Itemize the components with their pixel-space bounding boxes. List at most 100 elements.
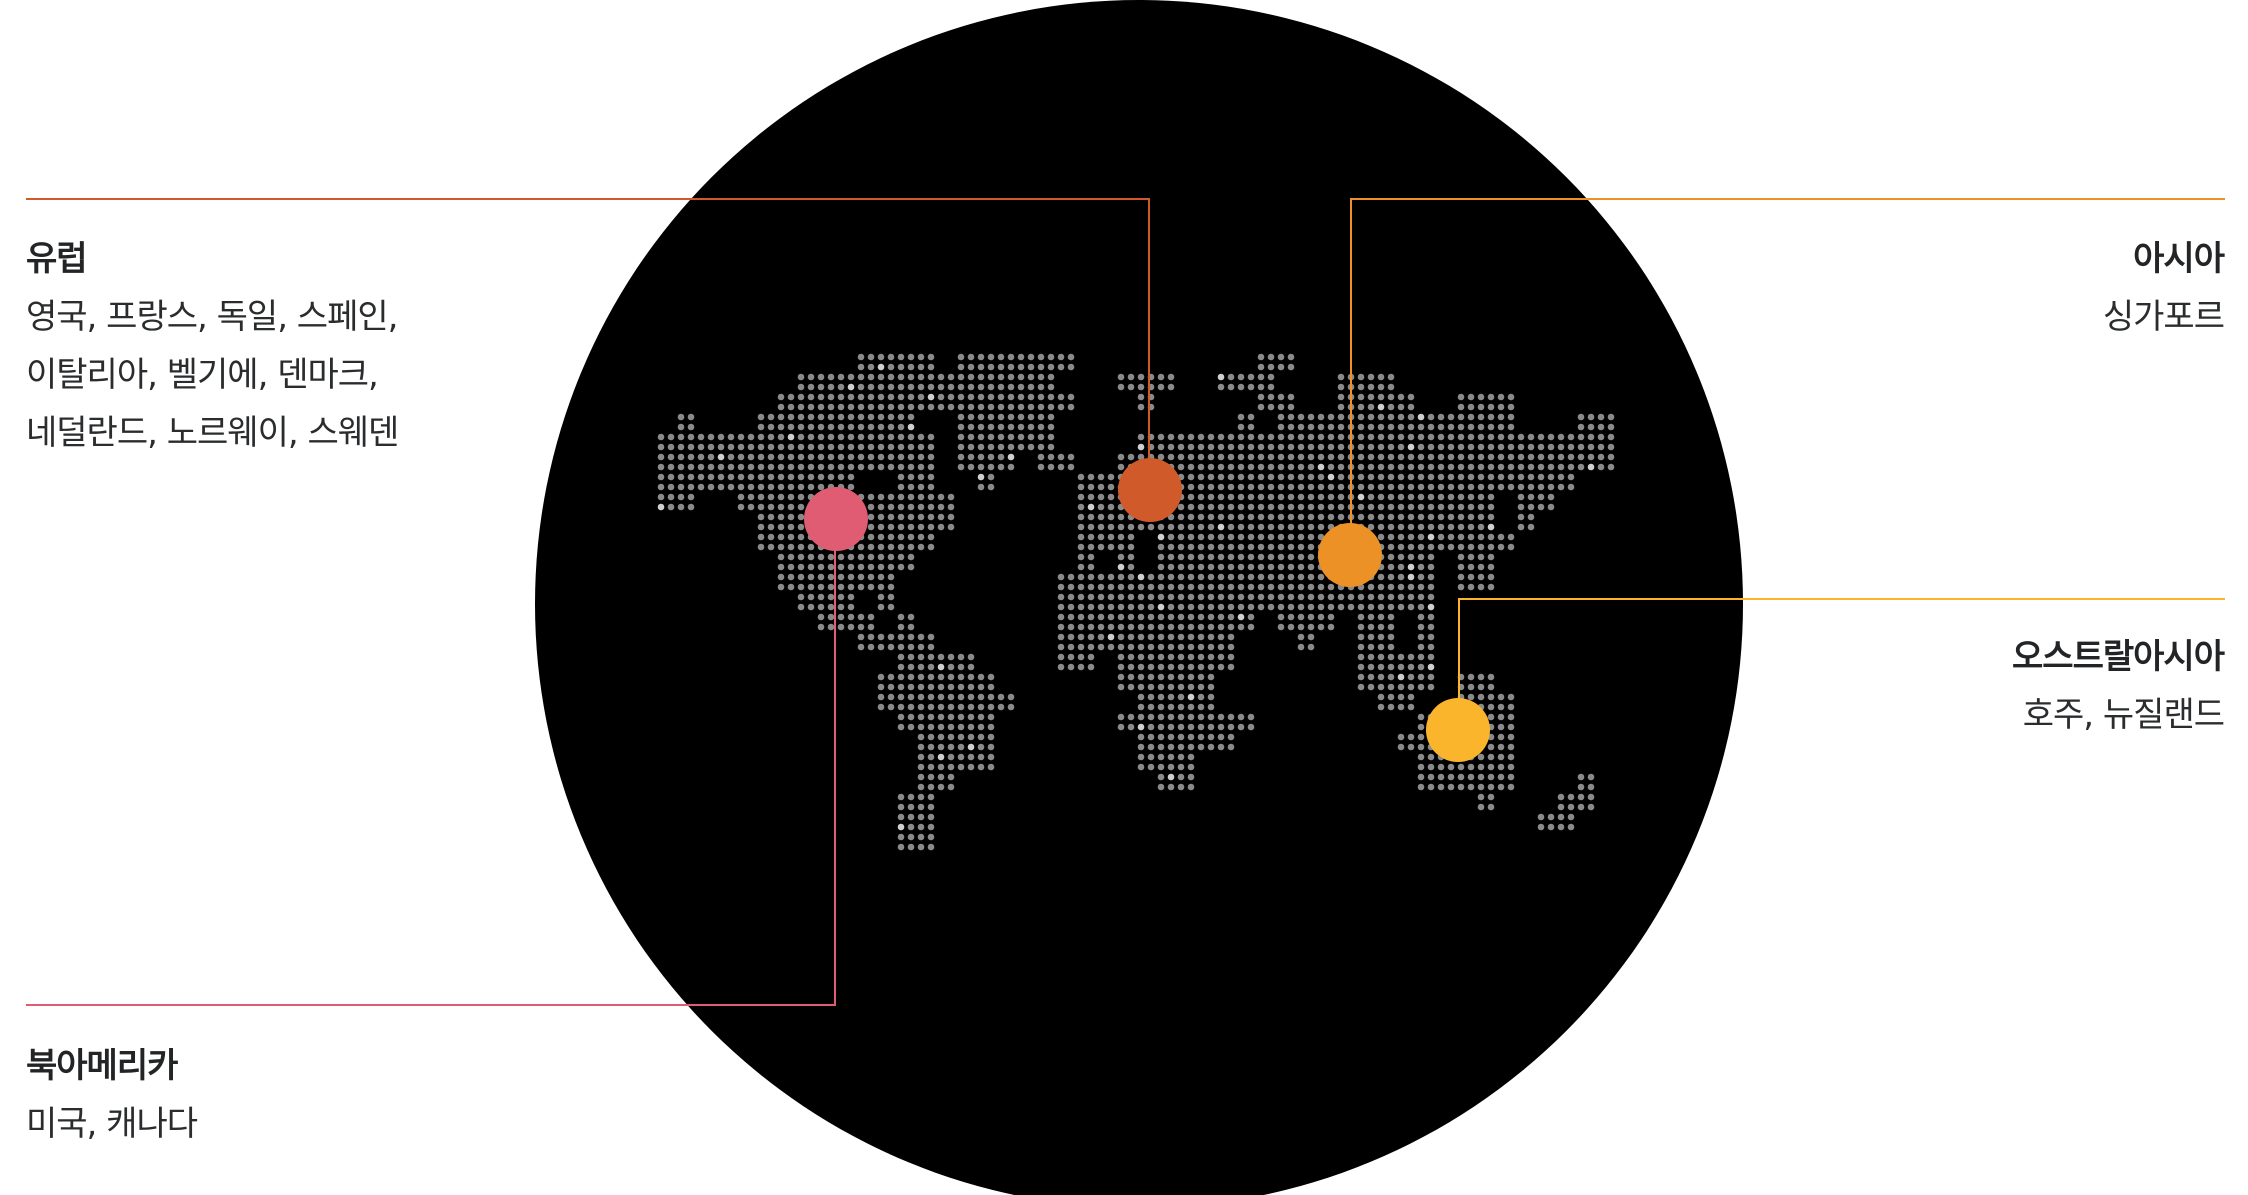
- map-dot: [1287, 553, 1295, 561]
- region-title: 북아메리카: [26, 1046, 178, 1086]
- map-dot: [657, 433, 665, 441]
- map-dot: [1377, 573, 1385, 581]
- map-dot: [1307, 493, 1315, 501]
- map-dot: [667, 503, 675, 511]
- map-dot: [1447, 523, 1455, 531]
- map-dot: [917, 353, 925, 361]
- map-dot: [1237, 493, 1245, 501]
- map-dot: [1057, 403, 1065, 411]
- map-dot: [1077, 543, 1085, 551]
- map-dot: [1007, 423, 1015, 431]
- map-dot: [1557, 483, 1565, 491]
- map-dot: [927, 783, 935, 791]
- map-dot: [1237, 433, 1245, 441]
- map-dot: [1157, 573, 1165, 581]
- map-dot: [1587, 443, 1595, 451]
- map-dot: [1427, 533, 1435, 541]
- map-dot: [697, 463, 705, 471]
- map-dot: [1487, 403, 1495, 411]
- map-dot: [1547, 493, 1555, 501]
- map-dot: [877, 703, 885, 711]
- map-dot: [1497, 483, 1505, 491]
- map-dot: [1507, 533, 1515, 541]
- map-dot: [1387, 623, 1395, 631]
- map-dot: [977, 693, 985, 701]
- map-dot: [1387, 463, 1395, 471]
- map-dot: [1247, 713, 1255, 721]
- map-dot: [1197, 633, 1205, 641]
- map-dot: [887, 523, 895, 531]
- map-dot: [767, 483, 775, 491]
- map-dot: [1117, 713, 1125, 721]
- map-dot: [787, 573, 795, 581]
- map-dot: [827, 593, 835, 601]
- map-dot: [1227, 383, 1235, 391]
- map-dot: [1207, 453, 1215, 461]
- map-dot: [1167, 653, 1175, 661]
- map-dot: [1407, 663, 1415, 671]
- map-dot: [707, 473, 715, 481]
- map-dot: [1327, 483, 1335, 491]
- map-dot: [1467, 403, 1475, 411]
- map-dot: [1157, 383, 1165, 391]
- map-dot: [1507, 433, 1515, 441]
- map-dot: [1407, 503, 1415, 511]
- map-dot: [757, 463, 765, 471]
- map-dot: [1257, 523, 1265, 531]
- map-dot: [1437, 463, 1445, 471]
- map-dot: [897, 703, 905, 711]
- map-dot: [1307, 523, 1315, 531]
- map-dot: [1197, 443, 1205, 451]
- map-dot: [807, 583, 815, 591]
- map-dot: [1267, 373, 1275, 381]
- map-dot: [1177, 713, 1185, 721]
- map-dot: [1227, 433, 1235, 441]
- map-dot: [1197, 573, 1205, 581]
- map-dot: [1047, 433, 1055, 441]
- map-dot: [867, 633, 875, 641]
- map-dot: [1337, 473, 1345, 481]
- map-dot: [947, 503, 955, 511]
- map-dot: [1297, 583, 1305, 591]
- marker-asia[interactable]: [1318, 523, 1382, 587]
- map-dot: [1407, 423, 1415, 431]
- map-dot: [1257, 543, 1265, 551]
- map-dot: [1407, 563, 1415, 571]
- map-dot: [917, 803, 925, 811]
- map-dot: [1207, 743, 1215, 751]
- map-dot: [1077, 593, 1085, 601]
- map-dot: [1247, 443, 1255, 451]
- marker-north-america[interactable]: [804, 487, 868, 551]
- map-dot: [1417, 633, 1425, 641]
- map-dot: [1127, 653, 1135, 661]
- dotted-world-map: [657, 353, 1615, 851]
- map-dot: [997, 423, 1005, 431]
- map-dot: [1227, 443, 1235, 451]
- map-dot: [1377, 653, 1385, 661]
- map-dot: [827, 573, 835, 581]
- marker-europe[interactable]: [1118, 458, 1182, 522]
- map-dot: [1137, 643, 1145, 651]
- map-dot: [987, 373, 995, 381]
- map-dot: [1477, 473, 1485, 481]
- map-dot: [1477, 793, 1485, 801]
- map-dot: [1097, 583, 1105, 591]
- map-dot: [1187, 603, 1195, 611]
- map-dot: [757, 493, 765, 501]
- map-dot: [1187, 753, 1195, 761]
- map-dot: [1497, 703, 1505, 711]
- map-dot: [1137, 453, 1145, 461]
- map-dot: [1447, 543, 1455, 551]
- map-dot: [1007, 433, 1015, 441]
- map-dot: [1137, 733, 1145, 741]
- map-dot: [1367, 593, 1375, 601]
- map-dot: [1427, 773, 1435, 781]
- map-dot: [1607, 433, 1615, 441]
- map-dot: [1487, 473, 1495, 481]
- map-dot: [927, 353, 935, 361]
- map-dot: [1007, 373, 1015, 381]
- map-dot: [1477, 483, 1485, 491]
- map-dot: [1147, 653, 1155, 661]
- marker-oceania[interactable]: [1426, 698, 1490, 762]
- map-dot: [1007, 363, 1015, 371]
